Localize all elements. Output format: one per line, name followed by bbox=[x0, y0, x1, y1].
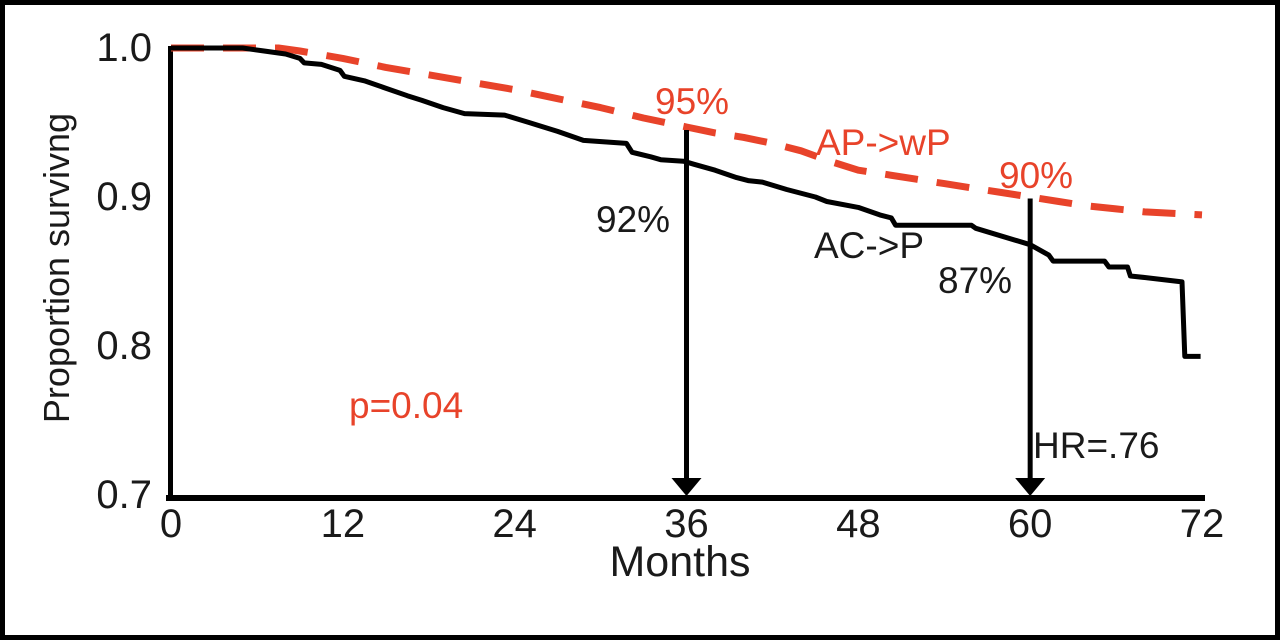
x-tick-label-72: 72 bbox=[1179, 502, 1225, 546]
y-axis-title: Proportion survivng bbox=[36, 112, 77, 424]
annotation-ac-series-label: AC->P bbox=[814, 225, 925, 266]
x-tick-label-24: 24 bbox=[492, 502, 537, 546]
arrow-head-month-60 bbox=[1015, 478, 1046, 496]
y-tick-label-1.0: 1.0 bbox=[96, 26, 152, 70]
arrow-layer bbox=[671, 130, 1046, 496]
y-tick-label-0.9: 0.9 bbox=[96, 175, 152, 219]
annotation-ap-series-label: AP->wP bbox=[816, 122, 951, 163]
x-tick-label-36: 36 bbox=[664, 502, 709, 546]
arrow-head-month-36 bbox=[671, 478, 702, 496]
y-tick-label-0.8: 0.8 bbox=[96, 324, 152, 368]
series-curve-ac-p bbox=[171, 45, 1201, 359]
y-tick-label-0.7: 0.7 bbox=[96, 473, 152, 517]
annotation-ap-60-label: 90% bbox=[999, 155, 1074, 196]
annotation-p-value-label: p=0.04 bbox=[349, 385, 464, 426]
x-tick-label-60: 60 bbox=[1007, 502, 1053, 546]
annotation-hazard-ratio-label: HR=.76 bbox=[1033, 425, 1160, 466]
annotation-ac-36-label: 92% bbox=[596, 199, 671, 240]
series-curve-ap-wp bbox=[171, 44, 1203, 219]
x-axis-title: Months bbox=[609, 538, 751, 586]
annotation-ap-36-label: 95% bbox=[655, 81, 730, 122]
x-tick-label-0: 0 bbox=[159, 502, 183, 546]
annotation-ac-60-label: 87% bbox=[938, 260, 1013, 301]
x-tick-label-12: 12 bbox=[320, 502, 366, 546]
series-layer bbox=[171, 44, 1203, 359]
x-tick-label-48: 48 bbox=[836, 502, 881, 546]
